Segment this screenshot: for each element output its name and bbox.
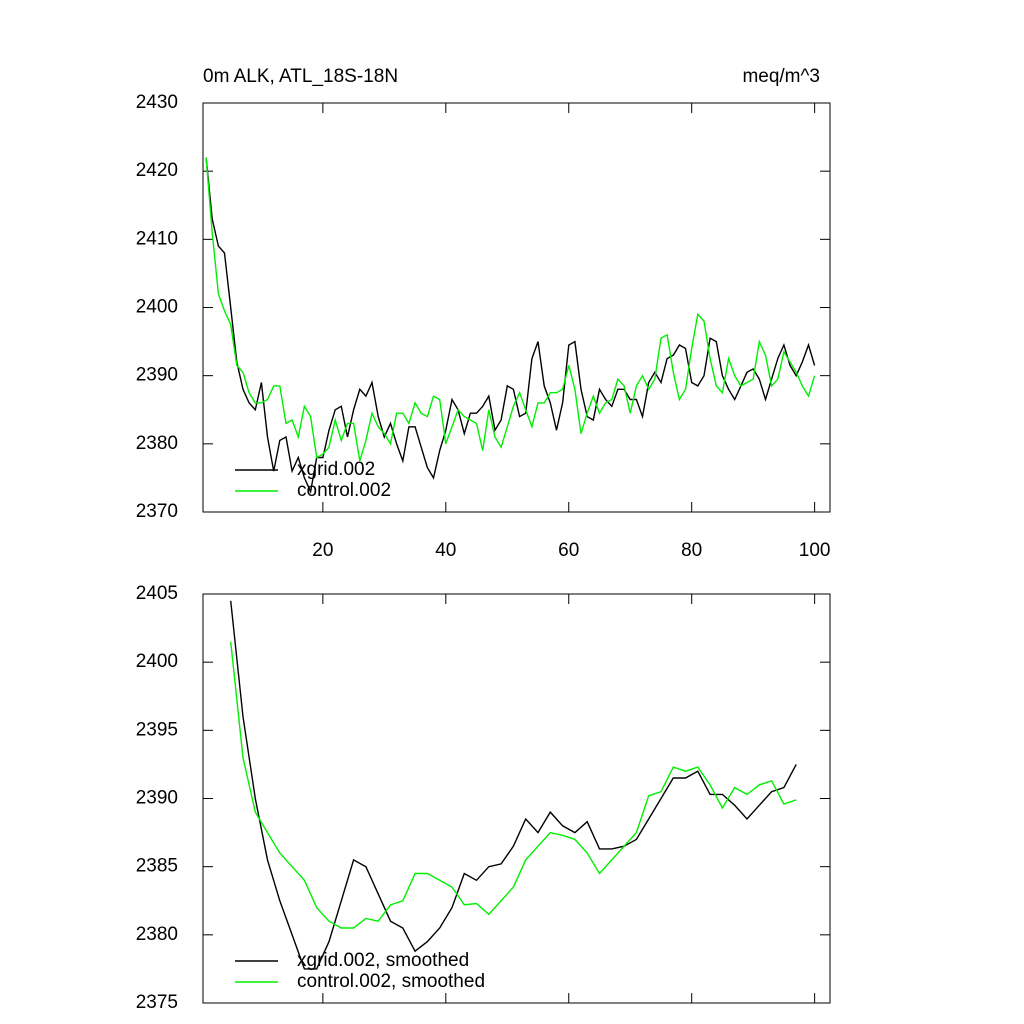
- series-line: [205, 157, 816, 462]
- y-tick-label: 2400: [136, 651, 178, 672]
- plot-frame: [202, 102, 831, 513]
- plot-frame: [202, 593, 831, 1004]
- y-tick-label: 2430: [136, 92, 178, 113]
- y-tick-label: 2420: [136, 160, 178, 181]
- y-tick-label: 2380: [136, 433, 178, 454]
- y-tick-label: 2405: [136, 583, 178, 604]
- series-line: [230, 600, 797, 970]
- y-tick-label: 2390: [136, 788, 178, 809]
- y-tick-label: 2390: [136, 365, 178, 386]
- x-tick-label: 20: [312, 540, 333, 561]
- chart-title: 0m ALK, ATL_18S-18N: [203, 66, 398, 87]
- x-tick-label: 40: [435, 540, 456, 561]
- y-tick-label: 2380: [136, 924, 178, 945]
- y-tick-label: 2395: [136, 719, 178, 740]
- legend-label: control.002: [297, 480, 391, 501]
- y-tick-label: 2400: [136, 297, 178, 318]
- y-tick-label: 2375: [136, 992, 178, 1013]
- series-line: [205, 157, 816, 494]
- y-tick-label: 2385: [136, 856, 178, 877]
- legend-label: control.002, smoothed: [297, 971, 485, 992]
- series-line: [230, 641, 797, 929]
- legend-label: xgrid.002, smoothed: [297, 950, 469, 971]
- legend-label: xgrid.002: [297, 459, 375, 480]
- x-tick-label: 100: [799, 540, 831, 561]
- units-label: meq/m^3: [742, 66, 820, 87]
- x-tick-label: 80: [681, 540, 702, 561]
- y-tick-label: 2370: [136, 501, 178, 522]
- x-tick-label: 60: [558, 540, 579, 561]
- y-tick-label: 2410: [136, 228, 178, 249]
